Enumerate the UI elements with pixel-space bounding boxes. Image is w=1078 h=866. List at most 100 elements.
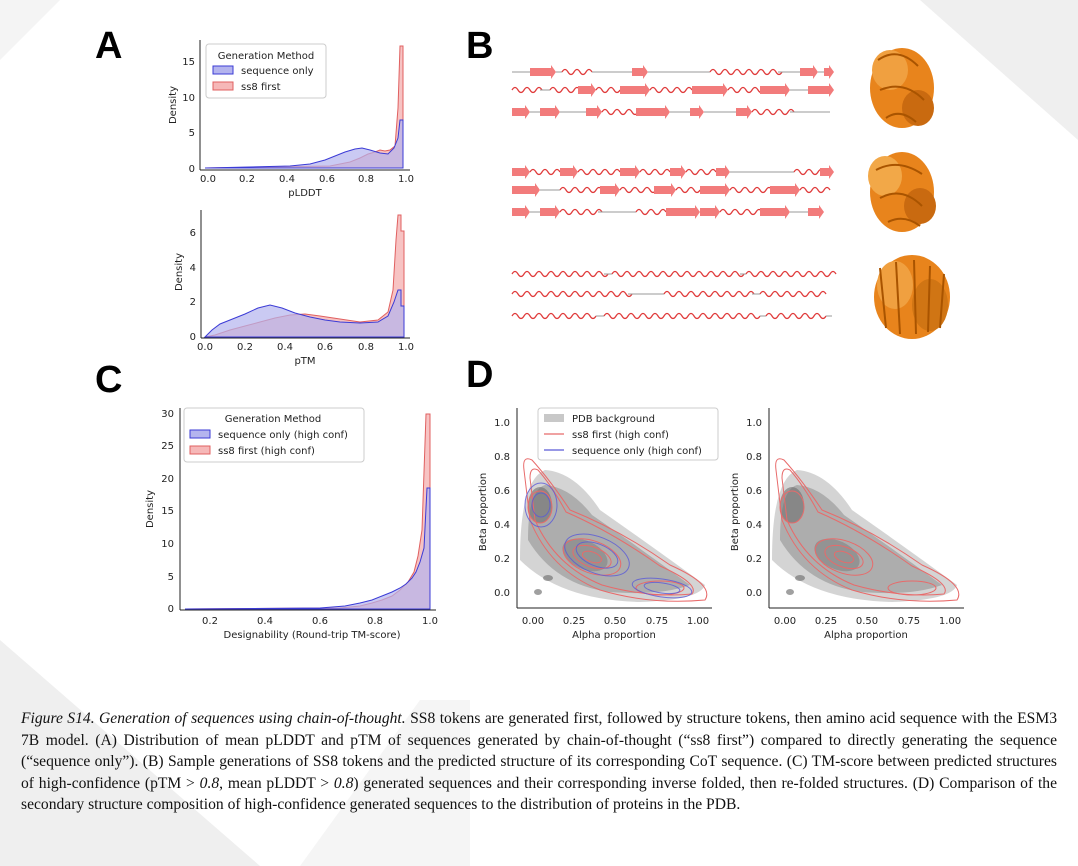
composition-density-right: 0.00 0.25 0.50 0.75 1.00 0.0 0.2 0.4 0.6… (730, 408, 964, 641)
tick-label: 5 (189, 128, 195, 139)
strand-segment (512, 165, 530, 179)
legend: Generation Method sequence only (high co… (183, 407, 365, 463)
tick-label: 0.6 (317, 342, 333, 353)
strand-segment (760, 205, 790, 219)
legend-entry: sequence only (high conf) (572, 446, 702, 457)
tick-label: 6 (190, 228, 196, 239)
helix-segment (729, 186, 773, 194)
helix-segment (663, 290, 755, 298)
helix-segment (709, 68, 783, 76)
tick-label: 0.6 (746, 486, 762, 497)
x-axis-label: Designability (Round-trip TM-score) (224, 630, 401, 641)
helix-segment (751, 108, 795, 116)
helix-segment (559, 208, 603, 216)
y-axis-label: Density (145, 490, 156, 528)
helix-segment (511, 290, 633, 298)
x-axis-label: pTM (294, 356, 315, 367)
helix-segment (595, 86, 621, 94)
tick-label: 1.0 (398, 174, 414, 185)
helix-segment (799, 186, 831, 194)
strand-segment (512, 205, 530, 219)
legend-entry: ss8 first (high conf) (572, 430, 669, 441)
helix-segment (611, 270, 745, 278)
legend-entry: sequence only (241, 66, 314, 77)
figure-canvas: A B C D 0.0 0.2 0.4 0.6 0.8 1.0 0 5 10 1… (95, 25, 964, 641)
strand-segment (760, 83, 790, 97)
y-axis-label: Density (168, 86, 179, 124)
strand-segment (540, 105, 560, 119)
tick-label: 0.4 (279, 174, 295, 185)
designability-histogram: 0.2 0.4 0.6 0.8 1.0 0 5 10 15 20 25 30 D… (145, 407, 438, 641)
y-ticks: 0.0 0.2 0.4 0.6 0.8 1.0 (494, 418, 510, 599)
tick-label: 30 (161, 409, 174, 420)
strand-segment (620, 165, 640, 179)
strand-segment (820, 165, 834, 179)
helix-segment (577, 168, 621, 176)
strand-segment (770, 183, 800, 197)
caption-text: SS8 tokens are generated first, followed… (21, 710, 1057, 792)
tick-label: 0.0 (494, 588, 510, 599)
strand-segment (808, 83, 834, 97)
tick-label: 0.4 (494, 520, 510, 531)
tick-label: 1.0 (746, 418, 762, 429)
tick-label: 10 (182, 93, 195, 104)
helix-segment (759, 290, 827, 298)
strand-segment (690, 105, 704, 119)
x-axis-label: pLDDT (288, 188, 322, 199)
tick-label: 4 (190, 263, 196, 274)
strand-segment (800, 65, 818, 79)
strand-segment (620, 83, 650, 97)
tick-label: 0.8 (494, 452, 510, 463)
x-ticks: 0.00 0.25 0.50 0.75 1.00 (774, 616, 961, 627)
tick-label: 20 (161, 474, 174, 485)
x-ticks: 0.0 0.2 0.4 0.6 0.8 1.0 (200, 174, 414, 185)
tick-label: 0.4 (257, 616, 273, 627)
helix-segment (765, 312, 827, 320)
helix-segment (745, 270, 837, 278)
helix-segment (649, 86, 693, 94)
caption-text: , mean pLDDT > (219, 774, 334, 792)
strand-segment (670, 165, 686, 179)
sequence-only-histogram (203, 289, 405, 338)
helix-segment (675, 186, 701, 194)
tick-label: 1.0 (398, 342, 414, 353)
x-axis-label: Alpha proportion (572, 630, 656, 641)
tick-label: 0.0 (746, 588, 762, 599)
tick-label: 1.0 (494, 418, 510, 429)
tick-label: 0.75 (898, 616, 920, 627)
strand-segment (824, 65, 834, 79)
x-ticks: 0.00 0.25 0.50 0.75 1.00 (522, 616, 709, 627)
legend-entry: ss8 first (241, 82, 281, 93)
tick-label: 10 (161, 539, 174, 550)
strand-segment (808, 205, 824, 219)
strand-segment (530, 65, 556, 79)
protein-structure-3 (874, 255, 950, 339)
x-axis-label: Alpha proportion (824, 630, 908, 641)
sequence-only-histogram (184, 487, 431, 610)
panel-letter-c: C (95, 359, 122, 401)
tick-label: 0 (189, 164, 195, 175)
tick-label: 0.00 (522, 616, 544, 627)
protein-structure-1 (870, 48, 934, 128)
caption-label: Figure S14. Generation of sequences usin… (21, 710, 406, 727)
caption-value: 0.8 (333, 774, 354, 792)
helix-segment (727, 86, 765, 94)
strand-segment (716, 165, 730, 179)
strand-segment (666, 205, 700, 219)
ss8-first-contours (523, 458, 708, 602)
tick-label: 0.0 (197, 342, 213, 353)
tick-label: 25 (161, 441, 174, 452)
strand-segment (540, 205, 560, 219)
tick-label: 0.50 (604, 616, 626, 627)
legend-entry: ss8 first (high conf) (218, 446, 315, 457)
tick-label: 0 (168, 604, 174, 615)
tick-label: 0.00 (774, 616, 796, 627)
helix-segment (529, 168, 561, 176)
helix-segment (719, 208, 763, 216)
helix-segment (793, 168, 825, 176)
strand-segment (586, 105, 602, 119)
composition-density-left: 0.00 0.25 0.50 0.75 1.00 0.0 0.2 0.4 0.6… (478, 407, 719, 641)
panel-letter-a: A (95, 25, 122, 67)
ss8-first-contours (775, 458, 960, 602)
y-ticks: 0 2 4 6 (190, 228, 196, 343)
